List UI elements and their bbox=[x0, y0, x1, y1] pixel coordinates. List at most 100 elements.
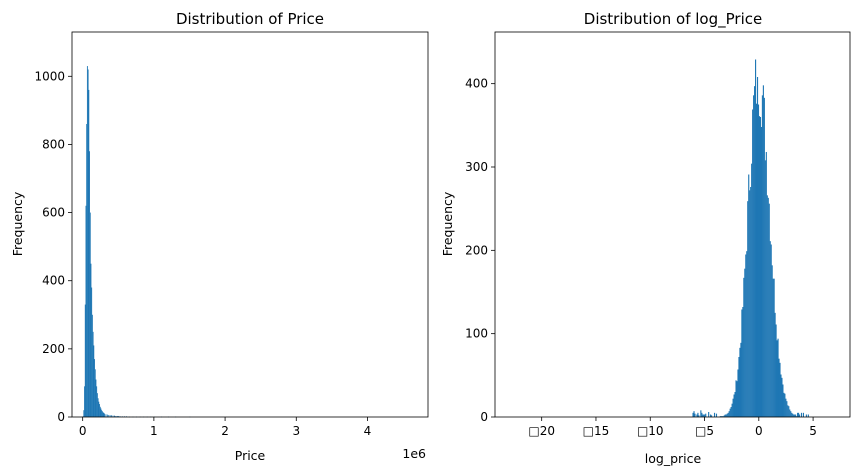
histogram-bar bbox=[116, 415, 118, 417]
x-tick-label: 5 bbox=[809, 424, 817, 438]
y-tick-label: 200 bbox=[42, 342, 65, 356]
histogram-bar bbox=[694, 413, 696, 417]
histogram-bar bbox=[785, 398, 787, 417]
histogram-bar bbox=[777, 338, 779, 417]
histogram-bar bbox=[760, 127, 762, 417]
histogram-bar bbox=[737, 369, 739, 417]
histogram-bar bbox=[781, 377, 783, 417]
histogram-bar bbox=[84, 304, 86, 417]
histogram-bar bbox=[802, 412, 805, 417]
histogram-bar bbox=[759, 117, 762, 417]
histogram-bar bbox=[765, 152, 767, 417]
histogram-bar bbox=[96, 386, 98, 417]
histogram-bar bbox=[768, 203, 770, 417]
histogram-bar bbox=[767, 197, 769, 417]
histogram-bar bbox=[772, 278, 774, 417]
x-tick-label: 3 bbox=[292, 424, 300, 438]
histogram-bar bbox=[734, 392, 736, 417]
histogram-bar bbox=[788, 406, 790, 417]
x-tick-label: 0 bbox=[755, 424, 763, 438]
histogram-bar bbox=[774, 312, 776, 417]
histogram-bar bbox=[797, 412, 800, 417]
histogram-bar bbox=[727, 412, 729, 417]
histogram-bar bbox=[764, 160, 766, 418]
price-histogram: 0 1 2 3 4 0 200 400 600 800 1000 Distribution of … bbox=[10, 10, 429, 463]
x-tick-label: □10 bbox=[637, 424, 664, 438]
histogram-bar bbox=[702, 414, 704, 417]
y-tick-label: 100 bbox=[465, 327, 488, 341]
histogram-bar bbox=[773, 278, 775, 417]
log-price-x-ticks: □20 □15 □10 □5 0 5 bbox=[528, 417, 817, 438]
log-price-histogram-bars bbox=[692, 59, 809, 418]
y-tick-label: 0 bbox=[57, 410, 65, 424]
histogram-bar bbox=[729, 408, 731, 417]
histogram-bar bbox=[793, 414, 795, 417]
histogram-bar bbox=[85, 205, 87, 417]
histogram-bar bbox=[703, 414, 705, 417]
x-tick-label: 4 bbox=[364, 424, 372, 438]
histogram-bar bbox=[109, 415, 111, 417]
histogram-bar bbox=[98, 401, 100, 417]
histogram-bar bbox=[796, 416, 798, 417]
histogram-bar bbox=[728, 411, 730, 417]
histogram-bar bbox=[746, 251, 748, 417]
histogram-bar bbox=[800, 412, 803, 417]
y-tick-label: 800 bbox=[42, 137, 65, 151]
histogram-bar bbox=[698, 415, 700, 417]
x-tick-label: 1 bbox=[150, 424, 158, 438]
histogram-bar bbox=[700, 410, 702, 417]
histogram-bar bbox=[766, 195, 768, 417]
y-tick-label: 400 bbox=[465, 77, 488, 91]
histogram-bar bbox=[753, 95, 755, 417]
histogram-bar bbox=[103, 412, 105, 417]
histogram-bar bbox=[696, 414, 698, 417]
histogram-bar bbox=[779, 362, 781, 417]
histogram-bar bbox=[807, 414, 809, 417]
histogram-bar bbox=[784, 393, 786, 417]
histogram-bar bbox=[118, 415, 120, 417]
histogram-bar bbox=[91, 287, 93, 417]
histogram-bar bbox=[693, 411, 695, 417]
histogram-bar bbox=[86, 123, 88, 417]
price-plot-frame bbox=[71, 31, 429, 418]
histogram-bar bbox=[692, 412, 694, 417]
histogram-bar bbox=[90, 263, 92, 417]
histogram-bar bbox=[769, 241, 771, 417]
histogram-bar bbox=[102, 412, 104, 417]
histogram-bar bbox=[791, 412, 793, 417]
histogram-bar bbox=[776, 340, 778, 417]
histogram-bar bbox=[720, 416, 722, 417]
histogram-bar bbox=[715, 413, 718, 417]
price-x-axis-label: Price bbox=[235, 448, 266, 463]
histogram-bar bbox=[748, 174, 750, 417]
y-tick-label: 1000 bbox=[34, 69, 65, 83]
histogram-bar bbox=[787, 405, 789, 417]
histogram-bar bbox=[761, 95, 763, 417]
histogram-bar bbox=[778, 358, 780, 417]
histogram-bar bbox=[97, 398, 99, 417]
histogram-bar bbox=[798, 414, 801, 417]
histogram-bar bbox=[89, 212, 91, 417]
histogram-bar bbox=[101, 411, 103, 417]
histogram-bar bbox=[724, 414, 726, 417]
histogram-bar bbox=[711, 415, 713, 417]
histogram-bar bbox=[742, 307, 744, 417]
histogram-bar bbox=[740, 342, 742, 417]
histogram-bar bbox=[756, 77, 759, 417]
histogram-bar bbox=[750, 187, 752, 417]
histogram-bar bbox=[112, 415, 114, 417]
price-x-ticks: 0 1 2 3 4 bbox=[79, 417, 371, 438]
histogram-bar bbox=[114, 415, 115, 417]
histogram-bar bbox=[94, 359, 95, 417]
histogram-bar bbox=[736, 381, 738, 417]
histogram-bar bbox=[754, 86, 756, 418]
histogram-bar bbox=[783, 392, 785, 417]
histogram-bar bbox=[721, 416, 723, 417]
histogram-bar bbox=[758, 116, 761, 418]
x-tick-label: □15 bbox=[583, 424, 610, 438]
price-x-offset-label: 1e6 bbox=[402, 446, 426, 461]
histogram-bar bbox=[755, 59, 757, 417]
y-tick-label: 300 bbox=[465, 160, 488, 174]
x-tick-label: 0 bbox=[79, 424, 87, 438]
x-tick-label: □5 bbox=[695, 424, 714, 438]
